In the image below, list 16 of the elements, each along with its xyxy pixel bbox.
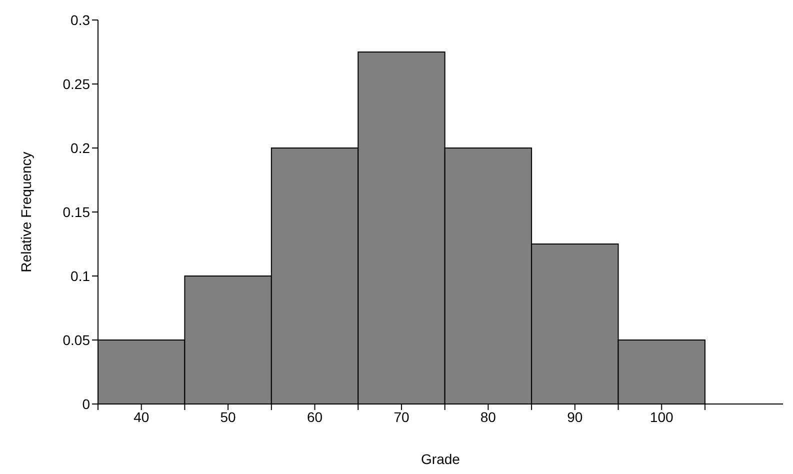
x-axis-title: Grade (421, 451, 460, 467)
x-tick-label: 100 (650, 408, 674, 425)
x-tick-label: 40 (134, 408, 150, 425)
y-tick-label: 0.05 (62, 332, 90, 348)
y-tick-label: 0.25 (62, 76, 90, 92)
y-tick-label: 0.15 (62, 204, 90, 220)
x-tick-label: 70 (394, 408, 410, 425)
x-tick-label: 60 (306, 408, 323, 425)
x-tick-label: 80 (480, 408, 496, 425)
y-tick-label: 0.3 (70, 12, 90, 28)
y-tick-label: 0 (82, 396, 90, 412)
y-axis-title: Relative Frequency (18, 152, 34, 272)
y-tick-label: 0.2 (70, 140, 90, 156)
x-tick-label: 90 (567, 408, 583, 425)
x-tick-label: 50 (220, 408, 236, 425)
y-tick-label: 0.1 (70, 268, 90, 284)
